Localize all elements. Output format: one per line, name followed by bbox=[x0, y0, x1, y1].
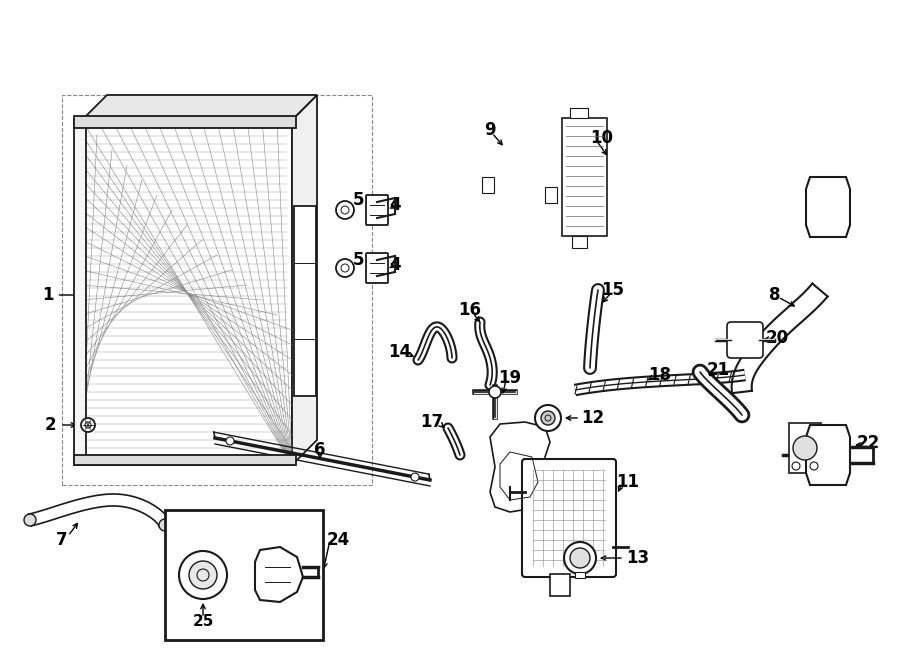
Text: 23: 23 bbox=[810, 449, 833, 467]
Bar bbox=[482, 177, 494, 193]
Text: 4: 4 bbox=[389, 256, 400, 274]
Text: 14: 14 bbox=[389, 343, 411, 361]
Text: 6: 6 bbox=[314, 441, 326, 459]
Circle shape bbox=[570, 548, 590, 568]
Text: 4: 4 bbox=[389, 196, 400, 214]
Bar bbox=[545, 187, 557, 203]
Bar bbox=[550, 574, 570, 596]
Bar bbox=[294, 207, 316, 396]
Text: 25: 25 bbox=[193, 614, 213, 630]
Text: 20: 20 bbox=[765, 329, 788, 347]
Polygon shape bbox=[490, 422, 550, 512]
Text: 22: 22 bbox=[857, 434, 879, 452]
Circle shape bbox=[541, 411, 555, 425]
Circle shape bbox=[226, 437, 234, 445]
Text: 5: 5 bbox=[352, 251, 364, 269]
Bar bbox=[570, 108, 588, 118]
Polygon shape bbox=[806, 177, 850, 237]
Bar bbox=[165, 510, 323, 640]
Bar bbox=[74, 455, 296, 465]
Text: 8: 8 bbox=[770, 286, 781, 304]
Text: 3: 3 bbox=[189, 616, 201, 634]
Text: 19: 19 bbox=[499, 369, 522, 387]
Bar bbox=[82, 120, 292, 465]
Text: 1: 1 bbox=[42, 286, 81, 304]
Bar bbox=[562, 118, 607, 236]
FancyBboxPatch shape bbox=[366, 253, 388, 283]
Text: 24: 24 bbox=[327, 531, 349, 549]
Text: 16: 16 bbox=[458, 301, 482, 319]
Circle shape bbox=[189, 561, 217, 589]
Text: 5: 5 bbox=[352, 191, 364, 209]
Circle shape bbox=[564, 542, 596, 574]
Text: 10: 10 bbox=[590, 129, 614, 147]
Circle shape bbox=[336, 259, 354, 277]
Text: 13: 13 bbox=[626, 549, 650, 567]
Circle shape bbox=[81, 418, 95, 432]
Text: 21: 21 bbox=[706, 361, 730, 379]
Circle shape bbox=[336, 201, 354, 219]
Circle shape bbox=[535, 405, 561, 431]
Bar bbox=[74, 116, 296, 128]
Circle shape bbox=[793, 436, 817, 460]
Text: 11: 11 bbox=[616, 473, 640, 491]
FancyBboxPatch shape bbox=[727, 322, 763, 358]
Circle shape bbox=[232, 607, 258, 633]
Polygon shape bbox=[806, 425, 850, 485]
FancyBboxPatch shape bbox=[366, 195, 388, 225]
Bar bbox=[575, 572, 585, 578]
FancyBboxPatch shape bbox=[522, 459, 616, 577]
Text: 7: 7 bbox=[56, 531, 68, 549]
Bar bbox=[572, 236, 587, 248]
Bar bbox=[789, 423, 821, 473]
Text: 18: 18 bbox=[649, 366, 671, 384]
Polygon shape bbox=[292, 95, 317, 465]
Polygon shape bbox=[82, 95, 317, 120]
Text: 17: 17 bbox=[420, 413, 444, 431]
Text: 15: 15 bbox=[601, 281, 625, 299]
Circle shape bbox=[489, 386, 501, 398]
Polygon shape bbox=[255, 547, 303, 602]
Circle shape bbox=[179, 551, 227, 599]
Bar bbox=[62, 95, 372, 485]
Text: 9: 9 bbox=[484, 121, 496, 139]
Circle shape bbox=[24, 514, 36, 526]
Circle shape bbox=[411, 473, 419, 481]
Bar bbox=[74, 120, 86, 465]
Circle shape bbox=[159, 519, 171, 531]
Text: 2: 2 bbox=[44, 416, 56, 434]
Text: 12: 12 bbox=[581, 409, 605, 427]
